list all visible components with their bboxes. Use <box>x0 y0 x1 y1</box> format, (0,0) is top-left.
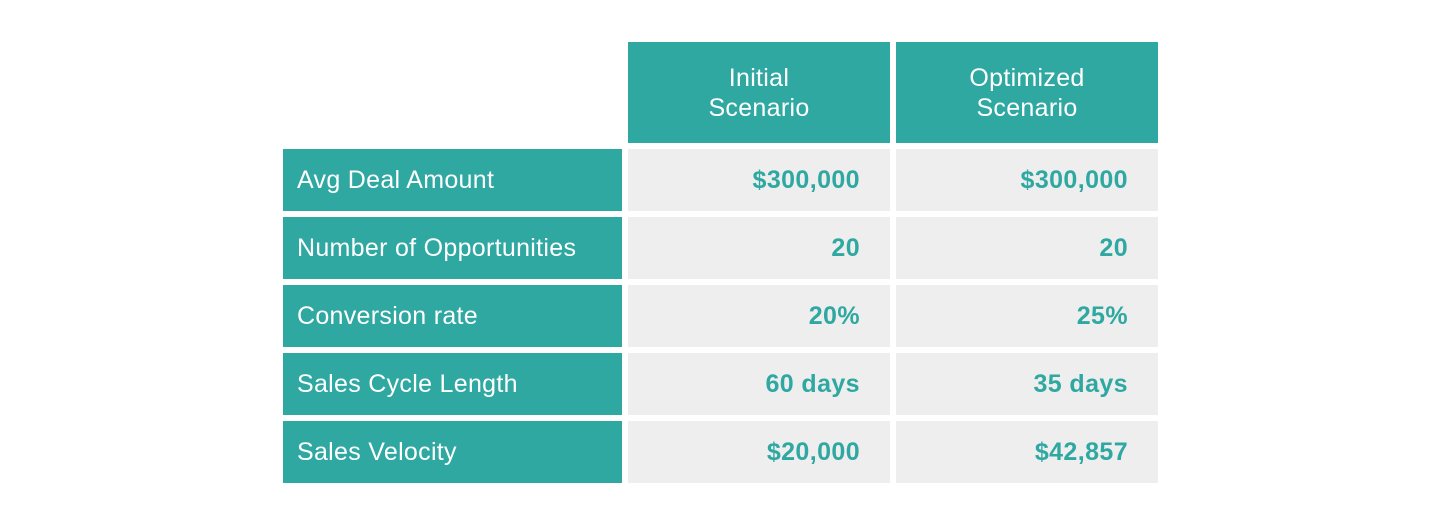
cell-sales-cycle-length-optimized: 35 days <box>896 353 1158 415</box>
row-label-conversion-rate: Conversion rate <box>283 285 622 347</box>
row-label-sales-velocity: Sales Velocity <box>283 421 622 483</box>
table-corner-spacer <box>283 42 622 143</box>
row-label-sales-cycle-length: Sales Cycle Length <box>283 353 622 415</box>
row-label-number-of-opportunities: Number of Opportunities <box>283 217 622 279</box>
column-header-optimized-scenario: Optimized Scenario <box>896 42 1158 143</box>
cell-avg-deal-amount-optimized: $300,000 <box>896 149 1158 211</box>
cell-sales-velocity-initial: $20,000 <box>628 421 890 483</box>
cell-sales-cycle-length-initial: 60 days <box>628 353 890 415</box>
cell-number-of-opportunities-initial: 20 <box>628 217 890 279</box>
cell-avg-deal-amount-initial: $300,000 <box>628 149 890 211</box>
cell-conversion-rate-initial: 20% <box>628 285 890 347</box>
cell-conversion-rate-optimized: 25% <box>896 285 1158 347</box>
column-header-initial-scenario: Initial Scenario <box>628 42 890 143</box>
row-label-avg-deal-amount: Avg Deal Amount <box>283 149 622 211</box>
cell-sales-velocity-optimized: $42,857 <box>896 421 1158 483</box>
cell-number-of-opportunities-optimized: 20 <box>896 217 1158 279</box>
sales-velocity-comparison-table: Initial Scenario Optimized Scenario Avg … <box>283 42 1158 483</box>
